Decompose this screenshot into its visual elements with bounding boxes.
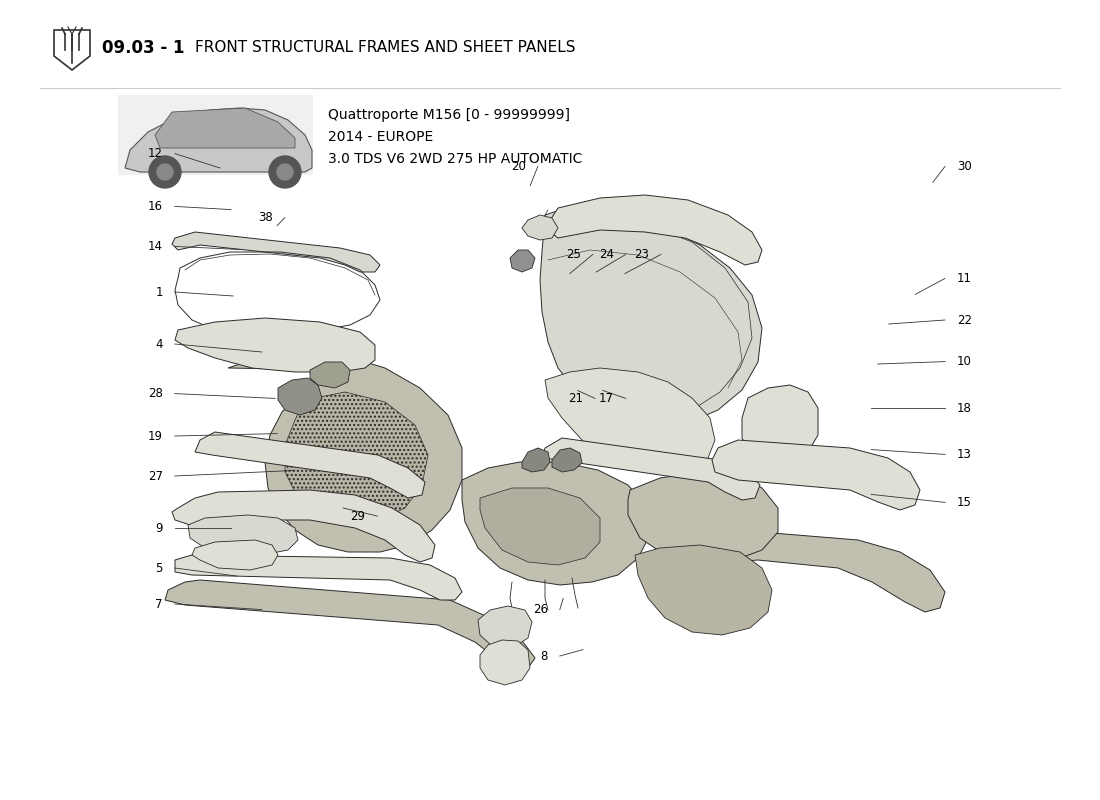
Text: 11: 11 [957, 272, 972, 285]
Polygon shape [718, 532, 945, 612]
Circle shape [270, 156, 301, 188]
Text: FRONT STRUCTURAL FRAMES AND SHEET PANELS: FRONT STRUCTURAL FRAMES AND SHEET PANELS [195, 41, 575, 55]
Polygon shape [165, 580, 535, 670]
Polygon shape [310, 362, 350, 388]
Polygon shape [544, 368, 715, 472]
Polygon shape [712, 440, 920, 510]
Text: 38: 38 [258, 211, 273, 224]
Polygon shape [542, 438, 760, 500]
Text: 17: 17 [598, 392, 614, 405]
Text: 18: 18 [957, 402, 972, 414]
Polygon shape [462, 462, 650, 585]
Text: 15: 15 [957, 496, 972, 509]
Text: 23: 23 [634, 248, 649, 261]
Text: 28: 28 [147, 387, 163, 400]
Text: 21: 21 [568, 392, 583, 405]
Text: 8: 8 [540, 650, 548, 662]
Polygon shape [742, 385, 818, 460]
Text: 09.03 - 1: 09.03 - 1 [102, 39, 185, 57]
Polygon shape [175, 318, 375, 372]
Polygon shape [628, 472, 778, 562]
Text: 4: 4 [155, 338, 163, 350]
Text: 12: 12 [147, 147, 163, 160]
Text: 7: 7 [155, 598, 163, 610]
Circle shape [157, 164, 173, 180]
Text: Quattroporte M156 [0 - 99999999]: Quattroporte M156 [0 - 99999999] [328, 108, 570, 122]
Text: 2014 - EUROPE: 2014 - EUROPE [328, 130, 433, 144]
Text: 25: 25 [565, 248, 581, 261]
Text: 19: 19 [147, 430, 163, 442]
Text: 26: 26 [532, 603, 548, 616]
Polygon shape [228, 352, 462, 552]
Polygon shape [522, 448, 550, 472]
Text: 24: 24 [598, 248, 614, 261]
Text: 1: 1 [155, 286, 163, 298]
Polygon shape [278, 378, 322, 415]
Polygon shape [478, 606, 532, 648]
Polygon shape [552, 448, 582, 472]
Polygon shape [510, 250, 535, 272]
Text: 10: 10 [957, 355, 972, 368]
Text: 9: 9 [155, 522, 163, 534]
Circle shape [277, 164, 293, 180]
Text: 16: 16 [147, 200, 163, 213]
Polygon shape [172, 232, 380, 272]
Text: 27: 27 [147, 470, 163, 482]
FancyBboxPatch shape [118, 95, 314, 175]
Polygon shape [522, 215, 558, 240]
Text: 30: 30 [957, 160, 971, 173]
Polygon shape [195, 432, 425, 498]
Polygon shape [125, 108, 312, 172]
Text: 29: 29 [350, 510, 365, 522]
Polygon shape [544, 195, 762, 265]
Text: 3.0 TDS V6 2WD 275 HP AUTOMATIC: 3.0 TDS V6 2WD 275 HP AUTOMATIC [328, 152, 582, 166]
Text: 20: 20 [510, 160, 526, 173]
Polygon shape [155, 108, 295, 148]
Text: 5: 5 [155, 562, 163, 574]
Circle shape [148, 156, 182, 188]
Polygon shape [635, 545, 772, 635]
Polygon shape [172, 490, 434, 562]
Polygon shape [285, 392, 428, 522]
Polygon shape [480, 488, 600, 565]
Text: 22: 22 [957, 314, 972, 326]
Text: 13: 13 [957, 448, 972, 461]
Polygon shape [480, 640, 530, 685]
Polygon shape [192, 540, 278, 570]
Text: 14: 14 [147, 240, 163, 253]
Polygon shape [188, 515, 298, 555]
Polygon shape [175, 555, 462, 600]
Polygon shape [540, 208, 762, 425]
